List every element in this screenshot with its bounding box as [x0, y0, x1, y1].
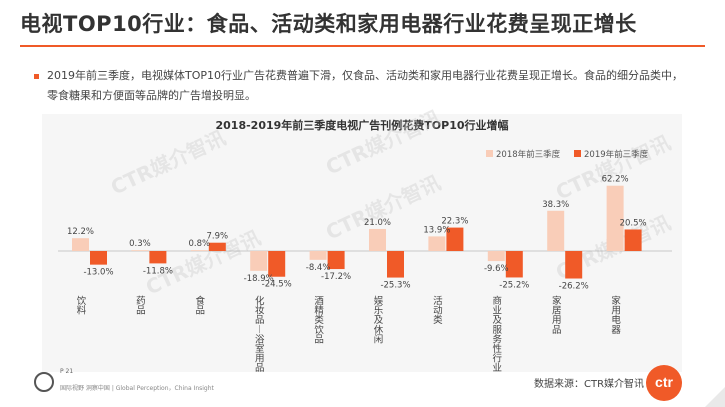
bar-2019-2: [208, 242, 226, 251]
data-label-2018-8: 38.3%: [542, 200, 569, 210]
bar-2018-8: [547, 210, 565, 251]
data-label-2019-3: -24.5%: [262, 280, 292, 290]
bullet-square-icon: [34, 74, 39, 79]
page-title: 电视TOP10行业：食品、活动类和家用电器行业花费呈现正增长: [20, 12, 637, 36]
data-label-2019-0: -13.0%: [83, 268, 113, 278]
source-note: 数据来源：CTR媒介智讯: [534, 379, 645, 390]
bar-2018-6: [428, 236, 446, 251]
data-label-2019-5: -25.3%: [380, 281, 410, 291]
category-label-8: 家居用品: [552, 295, 562, 336]
bar-2019-8: [565, 251, 583, 279]
chart-title: 2018-2019年前三季度电视广告刊例花费TOP10行业增幅: [215, 119, 509, 132]
legend-label-0: 2018年前三季度: [496, 149, 561, 160]
data-label-2019-6: 22.3%: [441, 217, 468, 227]
data-label-2018-7: -9.6%: [484, 264, 509, 274]
bar-2019-5: [387, 251, 404, 278]
category-label-3: 化妆品︱浴室用品: [255, 295, 265, 374]
category-label-5: 娱乐及休闲: [374, 295, 384, 345]
ctr-seal-icon: [34, 372, 54, 392]
data-label-2019-7: -25.2%: [499, 280, 529, 290]
bar-2019-3: [268, 251, 286, 277]
bar-2018-5: [369, 228, 386, 251]
data-label-2019-4: -17.2%: [321, 272, 351, 282]
bar-2019-0: [90, 251, 107, 265]
bar-2018-4: [309, 251, 327, 260]
legend-swatch-1: [574, 150, 581, 157]
data-label-2018-9: 62.2%: [602, 175, 629, 185]
category-label-0: 饮料: [77, 295, 87, 317]
data-label-2019-9: 20.5%: [620, 218, 647, 228]
bar-2019-9: [624, 229, 642, 251]
bar-2019-1: [149, 251, 167, 264]
footer-tagline: 国际视野 洞察中国 | Global Perception，China Insi…: [60, 385, 214, 392]
bar-2018-7: [487, 251, 505, 262]
corner-decoration: [705, 387, 725, 407]
title-divider: [20, 45, 705, 47]
category-label-7: 商业及服务性行业: [493, 295, 503, 374]
category-label-4: 酒精类饮品: [314, 296, 324, 345]
bar-2018-3: [250, 251, 268, 271]
bar-2019-4: [327, 251, 345, 270]
bar-2018-0: [72, 238, 89, 251]
data-label-2019-8: -26.2%: [559, 282, 589, 292]
legend-label-1: 2019年前三季度: [584, 149, 649, 160]
data-label-2019-1: -11.8%: [143, 266, 173, 276]
category-label-9: 家用电器: [611, 295, 621, 336]
page-number: P 21: [60, 368, 74, 375]
summary-text: 2019年前三季度，电视媒体TOP10行业广告花费普遍下滑，仅食品、活动类和家用…: [47, 69, 683, 102]
data-label-2018-2: 0.8%: [188, 239, 210, 249]
data-label-2018-1: 0.3%: [129, 239, 151, 249]
category-label-1: 药品: [136, 296, 146, 317]
data-label-2019-2: 7.9%: [206, 232, 228, 242]
data-label-2018-0: 12.2%: [67, 227, 94, 237]
data-label-2018-5: 21.0%: [364, 218, 391, 228]
bar-2018-1: [131, 250, 149, 251]
category-label-2: 食品: [196, 295, 206, 317]
bar-2019-6: [446, 227, 464, 251]
data-label-2018-3: -18.9%: [244, 274, 274, 284]
data-label-2018-4: -8.4%: [306, 263, 331, 273]
bar-2018-2: [190, 250, 208, 251]
legend-swatch-0: [486, 150, 493, 157]
bar-2019-7: [505, 251, 523, 278]
ctr-logo: ctr: [646, 365, 682, 401]
data-label-2018-6: 13.9%: [423, 225, 450, 235]
bar-2018-9: [606, 185, 624, 251]
watermark-text: CTR媒介智讯: [322, 105, 444, 179]
category-label-6: 活动类: [433, 295, 443, 326]
watermark-text: CTR媒介智讯: [107, 125, 229, 199]
